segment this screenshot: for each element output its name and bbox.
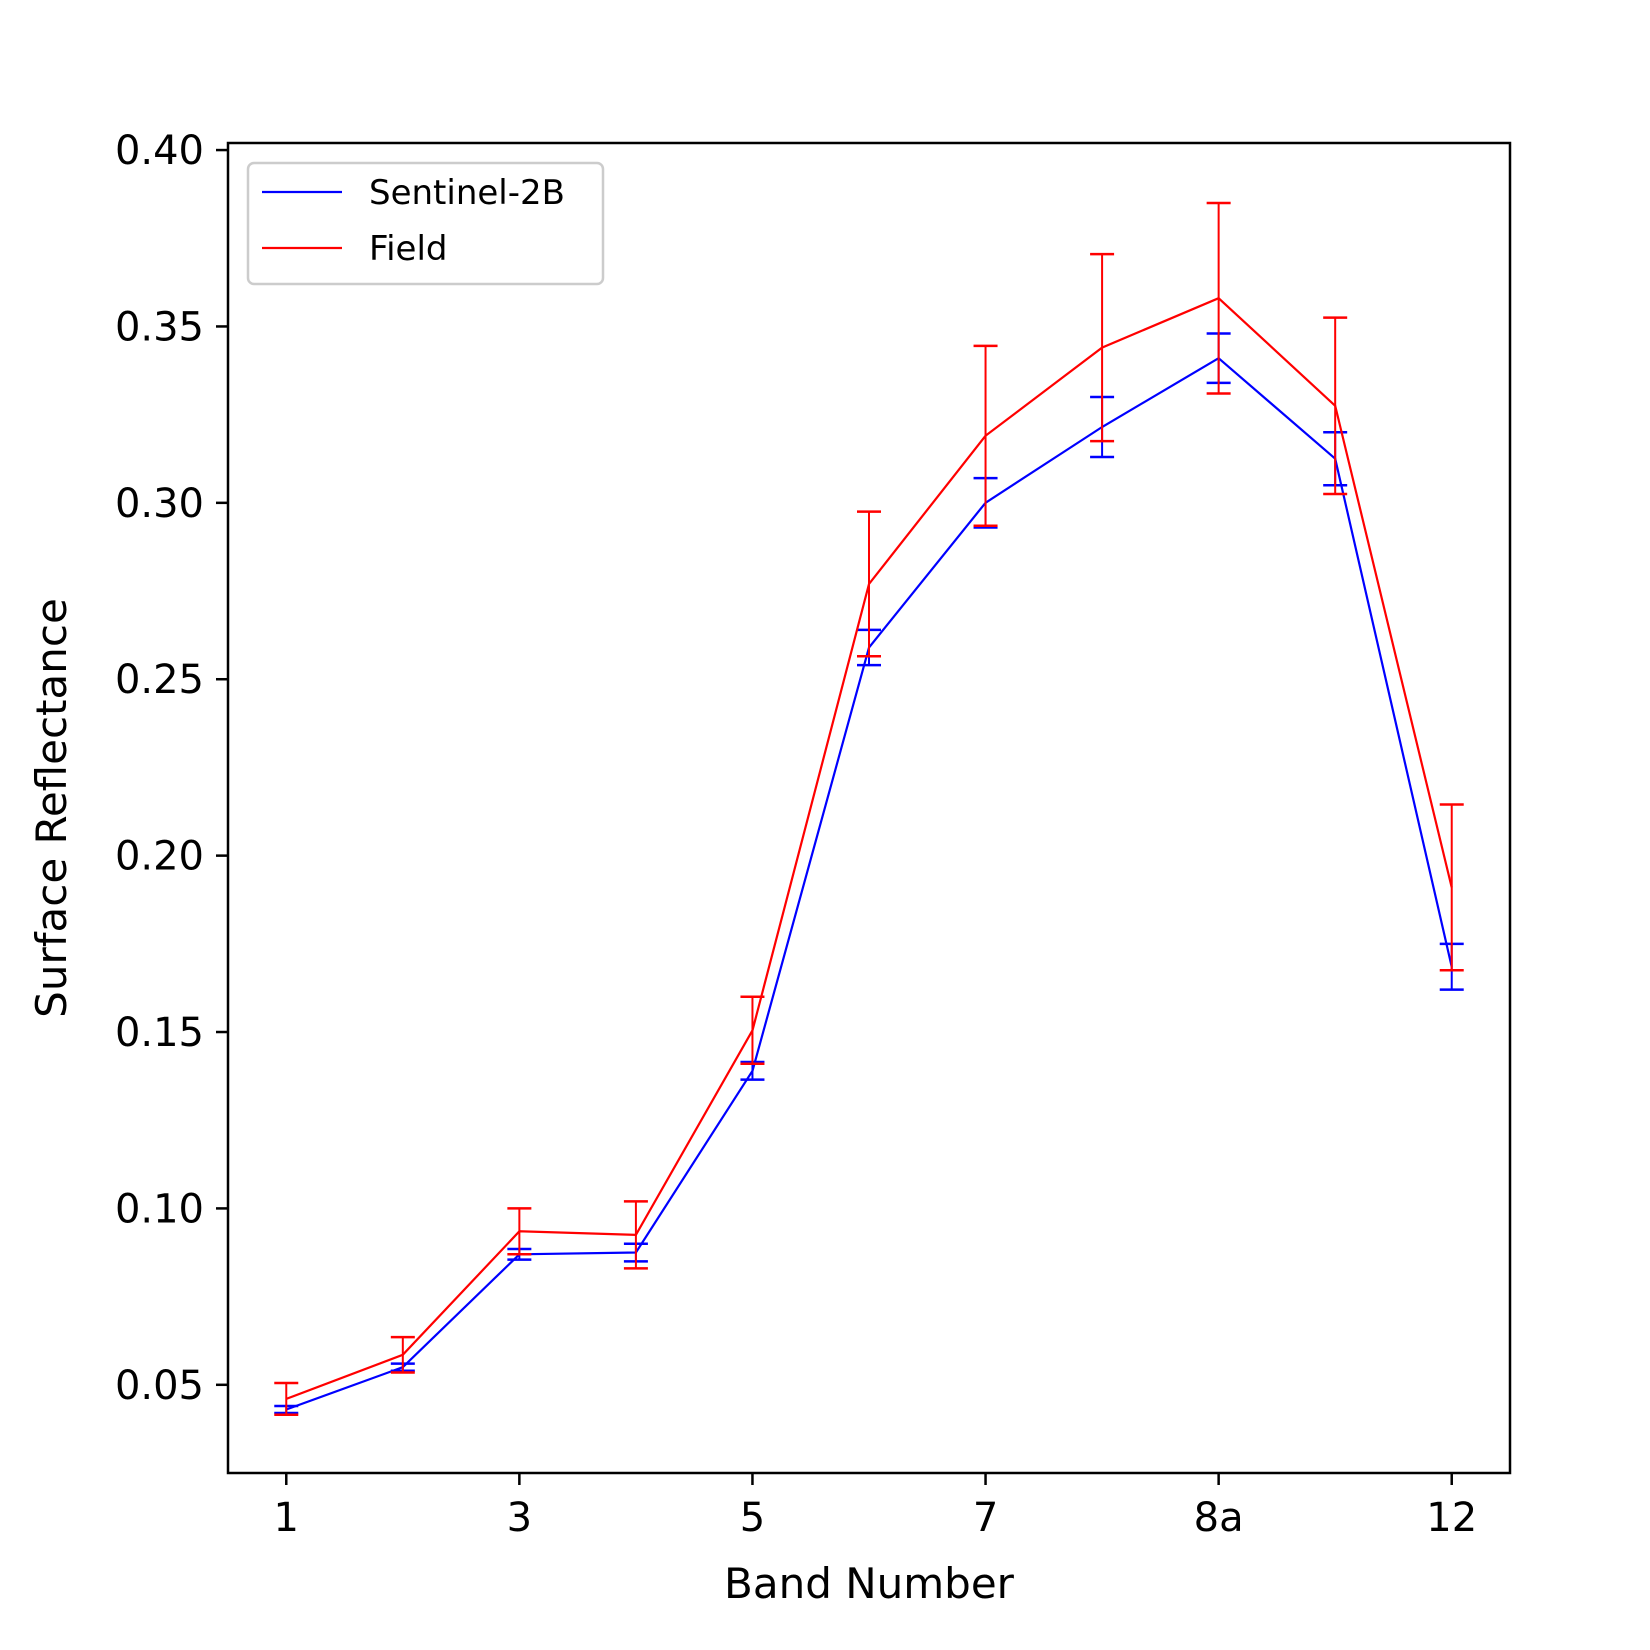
y-axis: 0.05 0.10 0.15 0.20 0.25 0.30 0.35 0.40 (115, 128, 228, 1409)
legend-box (246, 161, 605, 286)
x-tick-label: 8a (1194, 1495, 1244, 1541)
error-bar (390, 1335, 415, 1374)
y-tick-label: 0.30 (115, 481, 204, 527)
legend-label-field: Field (369, 229, 447, 269)
error-bar (507, 1207, 532, 1256)
series-sentinel-2b (274, 332, 1464, 1415)
series-line-field (285, 296, 1453, 1400)
y-tick-label: 0.40 (115, 128, 204, 174)
error-bar (1090, 252, 1115, 443)
y-tick-label: 0.10 (115, 1186, 204, 1232)
x-tick-label: 7 (973, 1495, 998, 1541)
error-bar (623, 1200, 648, 1270)
y-tick-label: 0.25 (115, 657, 204, 703)
x-tick-label: 1 (274, 1495, 299, 1541)
series-field (274, 201, 1464, 1417)
error-bar (973, 344, 998, 528)
plot-area (226, 141, 1512, 1475)
error-bar (274, 1381, 299, 1417)
y-axis-label: Surface Reflectance (27, 598, 76, 1018)
x-tick-label: 12 (1426, 1495, 1477, 1541)
legend: Sentinel-2B Field (246, 161, 605, 286)
x-axis-label: Band Number (724, 1559, 1015, 1608)
error-bar (1439, 803, 1464, 972)
y-tick-label: 0.35 (115, 304, 204, 350)
x-axis: 1 3 5 7 8a 12 (274, 1473, 1477, 1541)
y-tick-label: 0.15 (115, 1010, 204, 1056)
x-tick-label: 3 (507, 1495, 532, 1541)
legend-label-sentinel-2b: Sentinel-2B (369, 173, 565, 213)
error-bar (1323, 316, 1348, 496)
x-tick-label: 5 (740, 1495, 765, 1541)
series-layer (274, 201, 1464, 1417)
plot-frame (226, 141, 1512, 1475)
error-bar (740, 995, 765, 1066)
error-bar (857, 510, 881, 658)
y-tick-label: 0.20 (115, 834, 204, 880)
y-tick-label: 0.05 (115, 1363, 204, 1409)
error-bar (1206, 201, 1231, 395)
